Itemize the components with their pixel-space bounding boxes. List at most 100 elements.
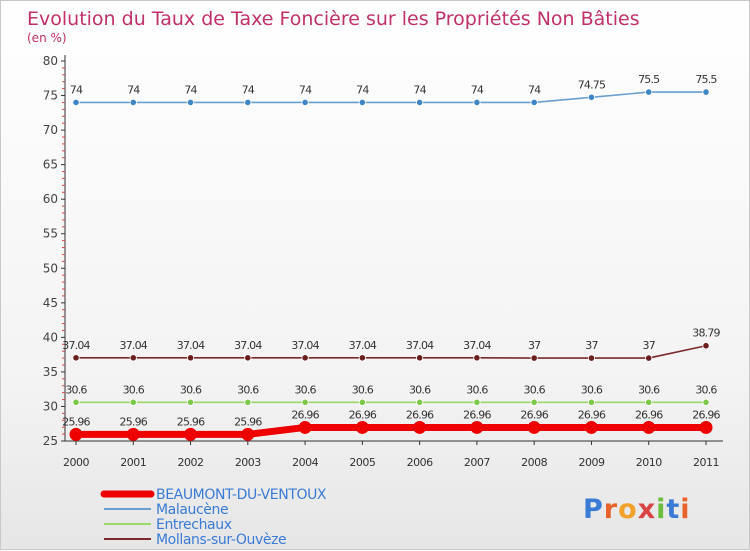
data-label-entrechaux: 30.6 (65, 383, 87, 396)
data-label-mollans-sur-ouv-ze: 37.04 (62, 339, 90, 352)
data-label-mollans-sur-ouv-ze: 37.04 (291, 339, 319, 352)
data-point-mollans-sur-ouv-ze (530, 354, 538, 362)
data-point-beaumont-du-ventoux (584, 420, 598, 434)
data-point-malauc-ne (72, 98, 80, 107)
data-point-beaumont-du-ventoux (527, 420, 541, 434)
logo-letter: x (638, 494, 656, 525)
series-line-beaumont-du-ventoux (76, 423, 706, 438)
data-label-mollans-sur-ouv-ze: 37 (585, 339, 598, 352)
data-point-entrechaux (473, 398, 481, 406)
axes: 25 30 35 40 45 50 55 60 65 70 75 80 2000 2001 2002 2003… (43, 54, 723, 469)
data-point-beaumont-du-ventoux (241, 427, 255, 441)
y-tick-label: 40 (43, 330, 58, 344)
data-label-beaumont-du-ventoux: 25.96 (177, 415, 205, 428)
data-label-entrechaux: 30.6 (524, 383, 546, 396)
x-tick-label: 2008 (521, 456, 547, 469)
data-point-beaumont-du-ventoux (642, 420, 656, 434)
x-tick-label: 2002 (178, 456, 204, 469)
data-label-entrechaux: 30.6 (352, 383, 374, 396)
data-point-entrechaux (416, 398, 424, 406)
data-label-beaumont-du-ventoux: 25.96 (120, 415, 148, 428)
data-label-entrechaux: 30.6 (466, 383, 488, 396)
proxiti-logo: Proxiti (583, 494, 690, 525)
x-tick-label: 2006 (407, 456, 433, 469)
data-point-entrechaux (702, 398, 710, 406)
data-point-malauc-ne (358, 98, 366, 107)
data-label-entrechaux: 30.6 (638, 383, 660, 396)
legend-label: Entrechaux (156, 517, 232, 533)
data-label-mollans-sur-ouv-ze: 37.04 (177, 339, 205, 352)
data-label-beaumont-du-ventoux: 26.96 (520, 408, 548, 421)
data-point-mollans-sur-ouv-ze (186, 354, 195, 362)
chart-title: Evolution du Taux de Taxe Foncière sur l… (27, 8, 640, 30)
data-label-malauc-ne: 74 (70, 83, 83, 96)
data-point-beaumont-du-ventoux (298, 420, 312, 434)
logo-letter: o (618, 494, 638, 525)
data-point-mollans-sur-ouv-ze (358, 354, 366, 362)
x-tick-label: 2007 (464, 456, 490, 469)
series-layer (69, 88, 713, 441)
data-label-mollans-sur-ouv-ze: 38.79 (692, 327, 720, 340)
data-point-mollans-sur-ouv-ze (129, 354, 137, 362)
data-point-entrechaux (129, 398, 137, 406)
data-label-malauc-ne: 74 (127, 83, 140, 96)
data-point-beaumont-du-ventoux (355, 420, 369, 434)
data-label-entrechaux: 30.6 (581, 383, 603, 396)
x-tick-label: 2001 (120, 456, 146, 469)
y-tick-label: 25 (43, 434, 58, 448)
x-tick-label: 2009 (578, 456, 604, 469)
data-point-malauc-ne (645, 88, 653, 96)
logo-letter: i (680, 494, 690, 525)
data-point-mollans-sur-ouv-ze (645, 354, 653, 362)
data-labels: 74 74 74 74 74 74 74 74 74 74.75 75.5 75.5 37.04 37.0… (62, 73, 721, 428)
series-line-malauc-ne (76, 91, 706, 104)
data-point-mollans-sur-ouv-ze (416, 354, 424, 362)
data-label-entrechaux: 30.6 (237, 383, 259, 396)
data-point-malauc-ne (587, 93, 596, 101)
data-point-entrechaux (358, 398, 366, 406)
data-label-malauc-ne: 74 (356, 83, 369, 96)
data-label-entrechaux: 30.6 (695, 383, 717, 396)
data-label-beaumont-du-ventoux: 26.96 (463, 408, 491, 421)
data-point-beaumont-du-ventoux (699, 420, 713, 434)
logo-letter: P (583, 494, 604, 525)
data-label-beaumont-du-ventoux: 25.96 (62, 415, 90, 428)
y-axis-unit: (en %) (27, 31, 67, 45)
data-point-entrechaux (645, 398, 653, 406)
data-label-malauc-ne: 75.5 (638, 73, 660, 86)
data-label-beaumont-du-ventoux: 26.96 (349, 408, 377, 421)
legend-label: BEAUMONT-DU-VENTOUX (156, 487, 327, 503)
y-tick-label: 70 (43, 123, 58, 137)
data-point-beaumont-du-ventoux (184, 427, 198, 441)
data-point-entrechaux (530, 398, 538, 406)
x-tick-label: 2010 (636, 456, 662, 469)
data-label-malauc-ne: 74 (299, 83, 312, 96)
data-label-mollans-sur-ouv-ze: 37 (528, 339, 541, 352)
data-point-entrechaux (301, 398, 309, 406)
data-point-mollans-sur-ouv-ze (587, 354, 596, 362)
data-label-mollans-sur-ouv-ze: 37.04 (406, 339, 434, 352)
data-point-malauc-ne (129, 98, 137, 107)
data-point-entrechaux (587, 398, 596, 406)
data-point-malauc-ne (244, 98, 252, 107)
data-point-malauc-ne (416, 98, 424, 107)
data-point-malauc-ne (473, 98, 481, 107)
data-label-mollans-sur-ouv-ze: 37.04 (463, 339, 491, 352)
data-label-mollans-sur-ouv-ze: 37.04 (120, 339, 148, 352)
y-tick-label: 75 (43, 89, 58, 103)
data-point-mollans-sur-ouv-ze (244, 354, 252, 362)
data-point-malauc-ne (186, 98, 195, 107)
x-tick-label: 2000 (63, 456, 89, 469)
data-label-entrechaux: 30.6 (294, 383, 316, 396)
y-tick-label: 80 (43, 54, 58, 68)
logo-letter: i (656, 494, 666, 525)
legend: BEAUMONT-DU-VENTOUXMalaucèneEntrechauxMo… (100, 487, 327, 548)
data-point-mollans-sur-ouv-ze (473, 354, 481, 362)
data-label-mollans-sur-ouv-ze: 37.04 (234, 339, 262, 352)
data-label-entrechaux: 30.6 (123, 383, 145, 396)
data-label-entrechaux: 30.6 (180, 383, 202, 396)
y-tick-label: 50 (43, 261, 58, 275)
data-label-beaumont-du-ventoux: 26.96 (635, 408, 663, 421)
